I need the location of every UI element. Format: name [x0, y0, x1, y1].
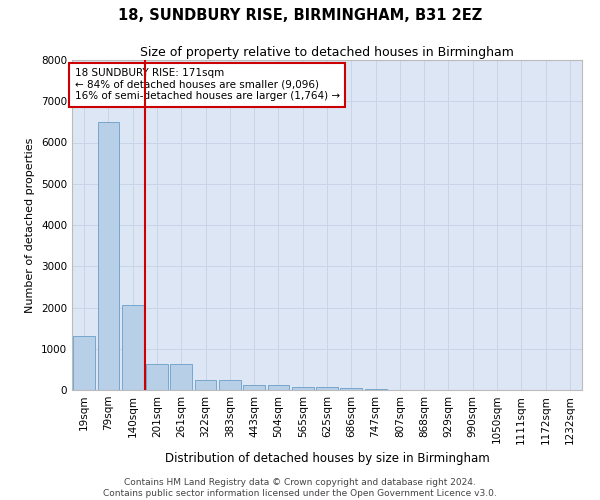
Bar	[146, 364, 168, 390]
Bar	[340, 388, 362, 390]
Text: 18, SUNDBURY RISE, BIRMINGHAM, B31 2EZ: 18, SUNDBURY RISE, BIRMINGHAM, B31 2EZ	[118, 8, 482, 22]
X-axis label: Distribution of detached houses by size in Birmingham: Distribution of detached houses by size …	[164, 452, 490, 465]
Text: Contains HM Land Registry data © Crown copyright and database right 2024.
Contai: Contains HM Land Registry data © Crown c…	[103, 478, 497, 498]
Bar	[194, 380, 217, 390]
Bar	[170, 364, 192, 390]
Bar	[316, 386, 338, 390]
Y-axis label: Number of detached properties: Number of detached properties	[25, 138, 35, 312]
Bar	[73, 336, 95, 390]
Bar	[292, 386, 314, 390]
Bar	[268, 384, 289, 390]
Bar	[219, 380, 241, 390]
Bar	[122, 306, 143, 390]
Bar	[243, 384, 265, 390]
Title: Size of property relative to detached houses in Birmingham: Size of property relative to detached ho…	[140, 46, 514, 59]
Text: 18 SUNDBURY RISE: 171sqm
← 84% of detached houses are smaller (9,096)
16% of sem: 18 SUNDBURY RISE: 171sqm ← 84% of detach…	[74, 68, 340, 102]
Bar	[97, 122, 119, 390]
Bar	[365, 389, 386, 390]
